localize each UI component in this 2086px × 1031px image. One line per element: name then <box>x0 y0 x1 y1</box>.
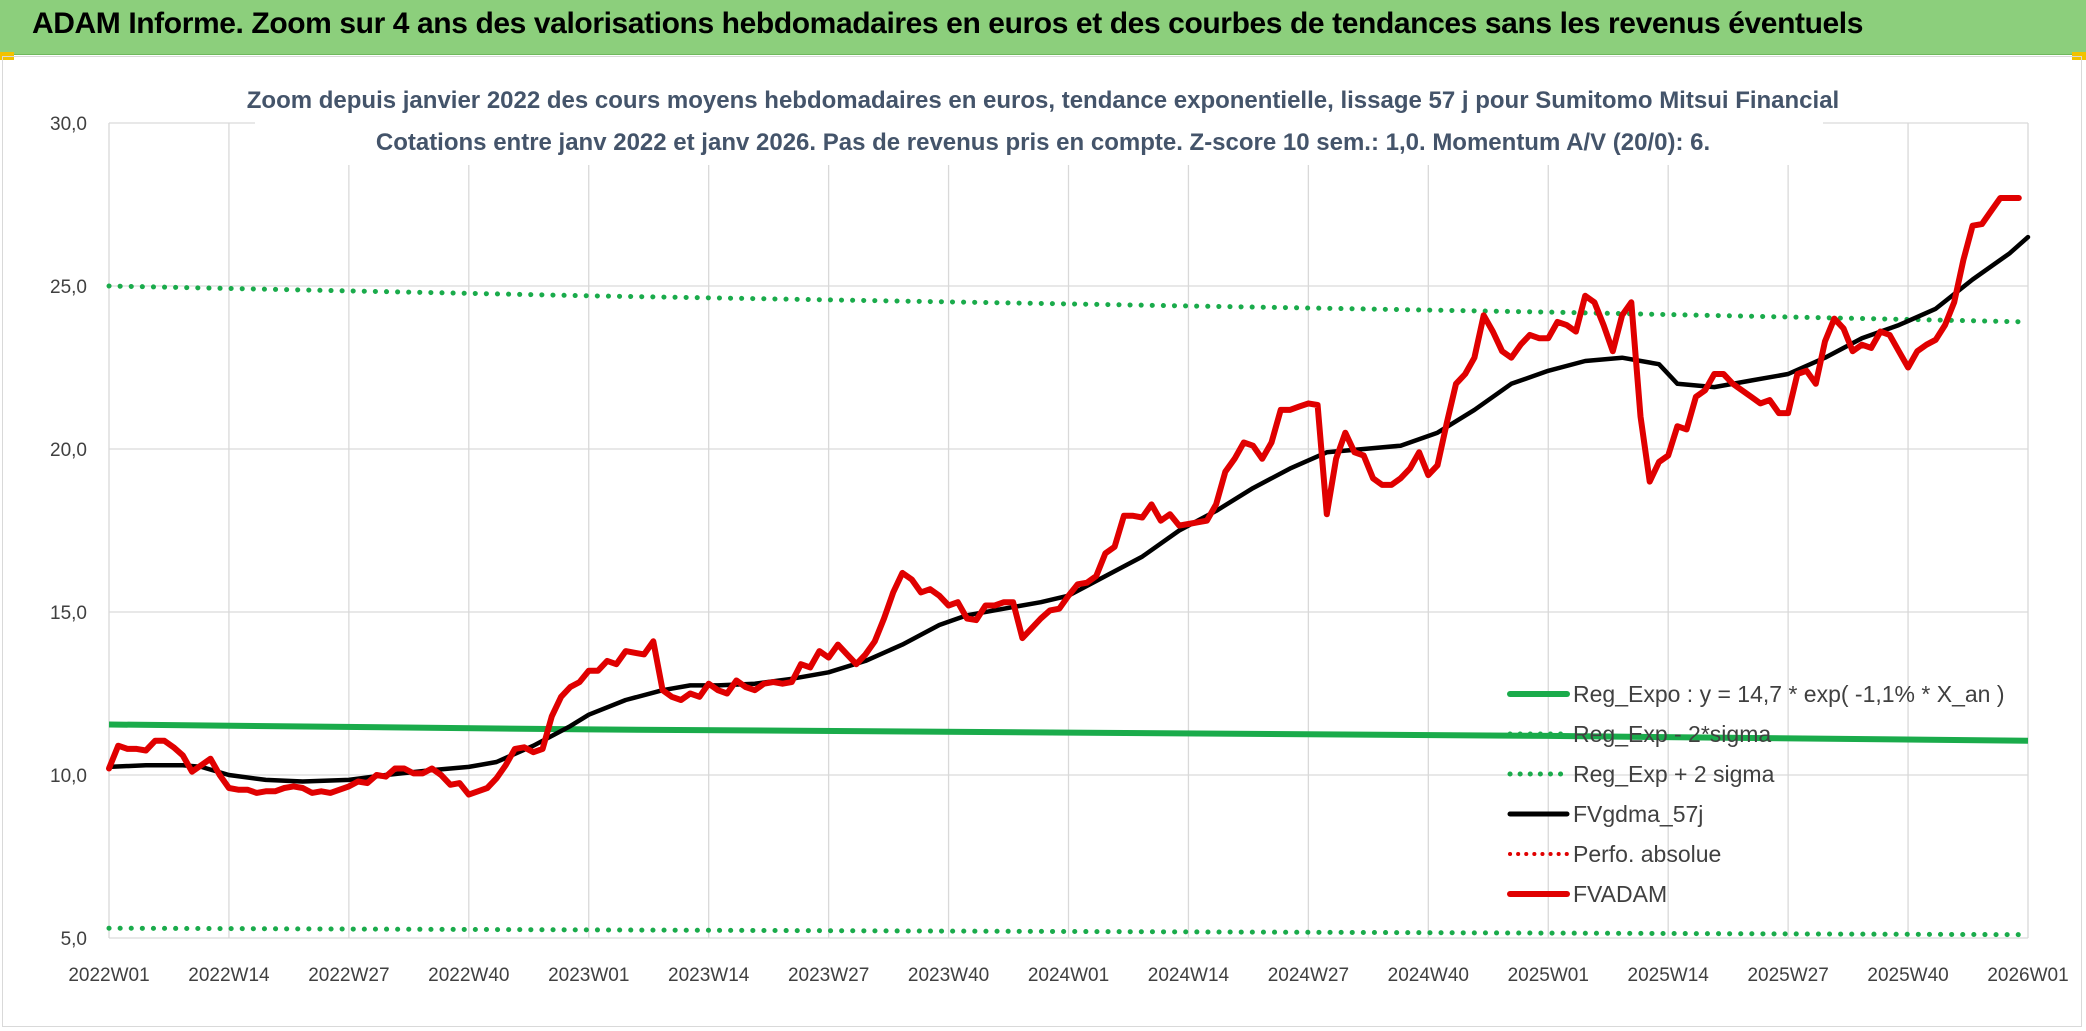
x-tick-label: 2023W27 <box>788 965 869 986</box>
x-tick-label: 2023W14 <box>668 965 750 986</box>
x-tick-label: 2022W27 <box>308 965 389 986</box>
chart-title-line: Cotations entre janv 2022 et janv 2026. … <box>376 129 1710 156</box>
y-tick-label: 15,0 <box>50 603 87 624</box>
chart-series <box>106 195 2031 938</box>
header-bar: ADAM Informe. Zoom sur 4 ans des valoris… <box>0 0 2086 55</box>
legend-label: Reg_Exp + 2 sigma <box>1573 761 1775 787</box>
axis-ticks: 5,0 10,0 15,0 20,0 25,0 30,0 2022W01 2022W14 202… <box>50 114 2069 986</box>
x-tick-label: 2025W01 <box>1508 965 1589 986</box>
series-line-reg-expo <box>108 721 2029 744</box>
y-tick-label: 30,0 <box>50 114 87 135</box>
x-tick-label: 2022W40 <box>428 965 509 986</box>
y-tick-label: 20,0 <box>50 440 87 461</box>
legend-label: FVADAM <box>1573 881 1667 907</box>
chart-title-bg <box>255 75 1823 165</box>
x-tick-label: 2024W40 <box>1388 965 1469 986</box>
x-tick-label: 2025W40 <box>1867 965 1948 986</box>
gridlines <box>108 122 2029 939</box>
y-tick-label: 5,0 <box>61 929 87 950</box>
x-tick-label: 2024W27 <box>1268 965 1349 986</box>
series-line-reg-exp-2-sigma <box>106 925 2031 938</box>
chart-title: Zoom depuis janvier 2022 des cours moyen… <box>247 75 1839 165</box>
y-tick-label: 25,0 <box>50 277 87 298</box>
legend-label: Perfo. absolue <box>1573 841 1721 867</box>
x-tick-label: 2024W14 <box>1148 965 1230 986</box>
x-tick-label: 2022W01 <box>68 965 149 986</box>
x-tick-label: 2025W14 <box>1628 965 1710 986</box>
legend-label: FVgdma_57j <box>1573 801 1703 827</box>
x-tick-label: 2023W01 <box>548 965 629 986</box>
series-line-reg-exp-2-sigma <box>106 283 2031 325</box>
x-tick-label: 2022W14 <box>188 965 270 986</box>
chart-title-line: Zoom depuis janvier 2022 des cours moyen… <box>247 87 1839 114</box>
x-tick-label: 2023W40 <box>908 965 989 986</box>
legend-label: Reg_Exp - 2*sigma <box>1573 721 1771 747</box>
legend-label: Reg_Expo : y = 14,7 * exp( -1,1% * X_an … <box>1573 681 2005 707</box>
x-tick-label: 2024W01 <box>1028 965 1109 986</box>
legend: Reg_Expo : y = 14,7 * exp( -1,1% * X_an … <box>1507 681 2005 907</box>
x-tick-label: 2025W27 <box>1747 965 1828 986</box>
header-title: ADAM Informe. Zoom sur 4 ans des valoris… <box>32 7 1864 40</box>
series-line-fvadam <box>106 195 2022 798</box>
y-tick-label: 10,0 <box>50 766 87 787</box>
chart-frame <box>2 56 2082 1027</box>
x-tick-label: 2026W01 <box>1987 965 2068 986</box>
